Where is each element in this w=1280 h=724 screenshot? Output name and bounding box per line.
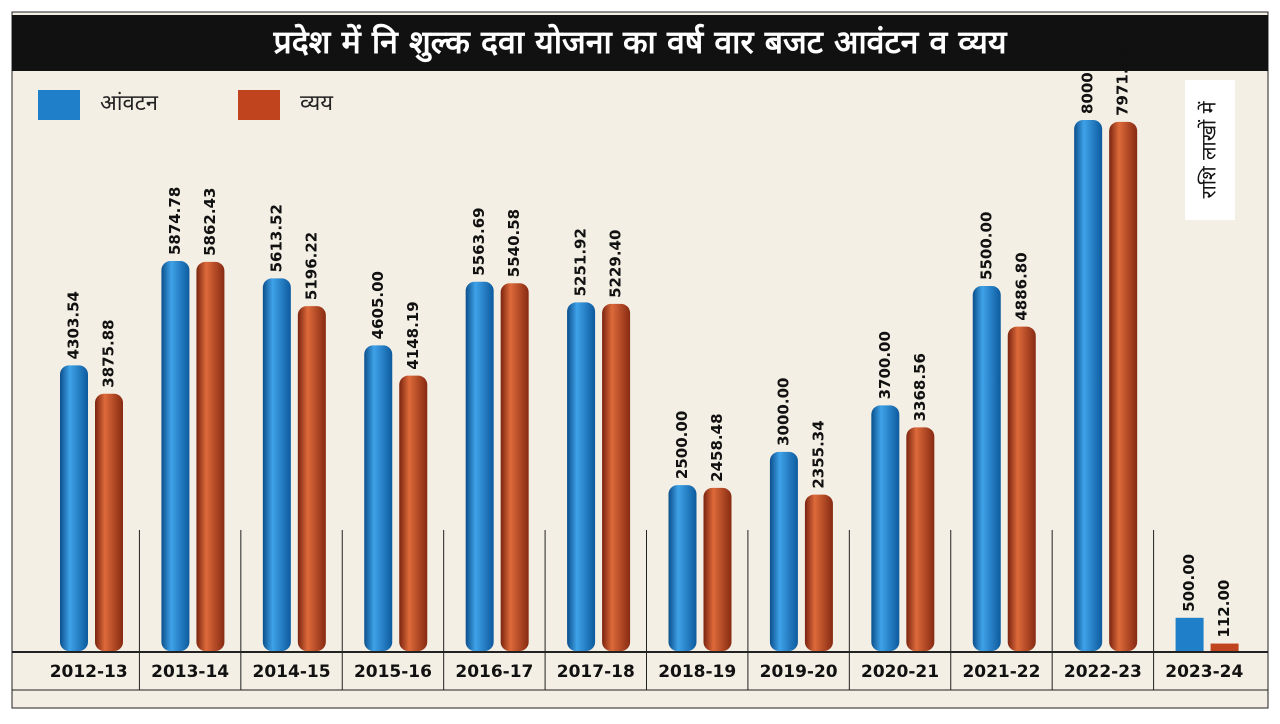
bar [1074,120,1103,651]
bar [567,302,596,651]
value-label: 5229.40 [607,230,625,298]
value-label: 5862.43 [201,188,219,256]
legend-label: आंवटन [100,91,159,116]
value-label: 5563.69 [470,207,488,275]
legend-label: व्यय [300,91,334,116]
bar [1007,326,1036,651]
value-label: 3368.56 [911,353,929,421]
bar [465,281,494,651]
x-tick-label: 2023-24 [1165,662,1243,682]
x-tick-label: 2012-13 [50,662,128,682]
bar [1210,643,1239,651]
legend-swatch [238,90,280,120]
value-label: 5540.58 [505,209,523,277]
value-label: 5251.92 [572,228,590,296]
bar [364,345,393,651]
x-tick-label: 2014-15 [253,662,331,682]
value-label: 3000.00 [774,378,792,446]
value-label: 3700.00 [876,331,894,399]
title-bar [12,15,1268,71]
bar [871,405,900,651]
value-label: 500.00 [1180,554,1198,612]
bar [60,365,88,651]
value-label: 112.00 [1215,580,1233,638]
value-label: 3875.88 [100,319,118,387]
value-label: 5196.22 [302,232,320,300]
value-label: 5874.78 [166,187,184,255]
bar [500,283,529,651]
note-box [1185,80,1235,220]
x-tick-label: 2018-19 [658,662,736,682]
bar [262,278,291,651]
x-tick-label: 2021-22 [962,662,1040,682]
x-tick-label: 2022-23 [1064,662,1142,682]
value-label: 2355.34 [809,420,827,488]
value-label: 4303.54 [65,291,83,359]
value-label: 8000.00 [1079,46,1097,114]
x-tick-label: 2017-18 [557,662,635,682]
bar [161,261,190,651]
value-label: 5500.00 [977,212,995,280]
bar [972,285,1001,651]
value-label: 5613.52 [267,204,285,272]
bar [297,306,326,651]
bar [703,487,732,651]
value-label: 4148.19 [404,301,422,369]
bar [399,375,428,651]
x-tick-label: 2019-20 [760,662,838,682]
x-tick-label: 2013-14 [151,662,229,682]
value-label: 4886.80 [1012,252,1030,320]
bar [196,261,225,651]
legend-swatch [38,90,80,120]
x-tick-label: 2015-16 [354,662,432,682]
x-tick-label: 2020-21 [861,662,939,682]
bar [1175,617,1204,651]
bar [804,494,833,651]
x-tick-label: 2016-17 [455,662,533,682]
bar [1109,121,1138,652]
chart-title: प्रदेश में नि शुल्क दवा योजना का वर्ष वा… [272,23,1007,63]
unit-note: राशि लाखों में [1197,100,1221,198]
value-label: 2458.48 [708,413,726,481]
bar [769,451,798,651]
value-label: 7971.00 [1114,48,1132,116]
bar [602,303,631,651]
bar [95,393,123,651]
value-label: 2500.00 [673,411,691,479]
bar [668,485,697,651]
value-label: 4605.00 [369,271,387,339]
bar [906,427,935,651]
